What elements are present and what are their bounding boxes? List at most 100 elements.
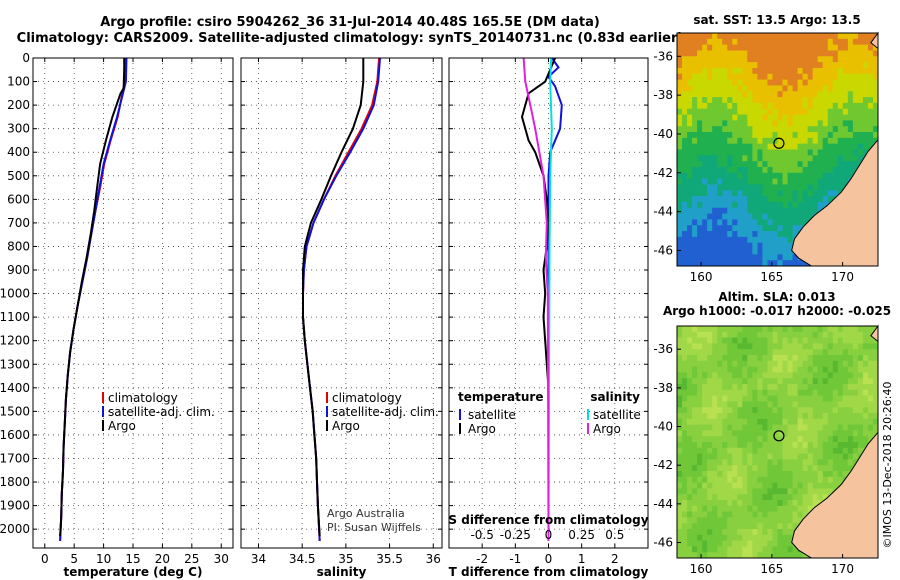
heatmap-cell — [817, 337, 824, 344]
heatmap-cell — [737, 343, 743, 350]
heatmap-cell — [777, 447, 783, 454]
heatmap-cell — [692, 120, 698, 127]
heatmap-cell — [792, 56, 799, 63]
heatmap-cell — [837, 56, 844, 63]
heatmap-cell — [782, 178, 788, 185]
heatmap-cell — [842, 366, 849, 373]
heatmap-cell — [717, 184, 723, 191]
heatmap-cell — [842, 161, 849, 168]
heatmap-cell — [737, 248, 743, 255]
heatmap-cell — [802, 453, 809, 460]
heatmap-cell — [732, 453, 738, 460]
heatmap-cell — [787, 500, 793, 507]
heatmap-cell — [732, 62, 738, 69]
heatmap-cell — [742, 488, 748, 495]
heatmap-cell — [777, 326, 783, 333]
heatmap-cell — [837, 465, 844, 472]
heatmap-cell — [677, 166, 683, 174]
y-tick-label: 200 — [7, 98, 30, 112]
heatmap-cell — [777, 424, 783, 431]
heatmap-cell — [742, 505, 748, 512]
heatmap-cell — [787, 442, 793, 449]
heatmap-cell — [697, 231, 703, 238]
heatmap-cell — [727, 254, 733, 261]
heatmap-cell — [857, 395, 864, 402]
heatmap-cell — [757, 231, 763, 238]
heatmap-cell — [812, 67, 819, 75]
heatmap-cell — [747, 120, 753, 127]
heatmap-cell — [737, 407, 743, 414]
heatmap-cell — [797, 213, 804, 220]
heatmap-cell — [842, 44, 849, 51]
heatmap-cell — [697, 349, 703, 356]
heatmap-cell — [807, 355, 814, 362]
heatmap-cell — [842, 166, 849, 174]
heatmap-cell — [752, 372, 758, 379]
heatmap-cell — [812, 378, 819, 385]
heatmap-cell — [707, 355, 713, 362]
heatmap-cell — [757, 430, 763, 437]
heatmap-cell — [707, 79, 713, 86]
heatmap-cell — [747, 260, 753, 267]
heatmap-cell — [737, 207, 743, 214]
heatmap-cell — [817, 166, 824, 174]
heatmap-cell — [682, 494, 688, 501]
heatmap-cell — [752, 389, 758, 396]
heatmap-cell — [687, 79, 693, 86]
heatmap-cell — [747, 38, 753, 46]
heatmap-cell — [842, 331, 849, 338]
heatmap-cell — [727, 143, 733, 150]
heatmap-cell — [777, 225, 783, 232]
heatmap-cell — [767, 38, 773, 46]
heatmap-cell — [757, 213, 763, 220]
land-new-zealand — [791, 138, 879, 267]
heatmap-cell — [692, 442, 698, 449]
heatmap-cell — [772, 184, 778, 191]
heatmap-cell — [742, 50, 748, 57]
map-title-line1: Altim. SLA: 0.013 — [718, 290, 835, 304]
heatmap-cell — [707, 442, 713, 449]
heatmap-cell — [757, 172, 763, 180]
heatmap-cell — [682, 260, 688, 267]
heatmap-cell — [802, 132, 809, 139]
heatmap-cell — [767, 166, 773, 174]
heatmap-cell — [677, 447, 683, 454]
heatmap-cell — [802, 67, 809, 75]
heatmap-cell — [727, 389, 733, 396]
heatmap-cell — [802, 172, 809, 180]
heatmap-cell — [717, 231, 723, 238]
heatmap-cell — [752, 137, 758, 145]
heatmap-cell — [827, 482, 834, 489]
heatmap-cell — [847, 79, 854, 86]
heatmap-cell — [707, 389, 713, 396]
heatmap-cell — [687, 366, 693, 373]
heatmap-cell — [792, 447, 799, 454]
heatmap-cell — [687, 126, 693, 133]
heatmap-cell — [842, 108, 849, 115]
x-tick-label: 34 — [251, 552, 266, 566]
heatmap-cell — [742, 389, 748, 396]
heatmap-cell — [727, 482, 733, 489]
heatmap-cell — [717, 540, 723, 547]
heatmap-cell — [777, 552, 783, 559]
heatmap-cell — [777, 73, 783, 81]
heatmap-cell — [772, 50, 778, 57]
heatmap-cell — [747, 418, 753, 425]
heatmap-cell — [717, 38, 723, 46]
heatmap-cell — [792, 114, 799, 121]
heatmap-cell — [682, 225, 688, 232]
heatmap-cell — [852, 453, 859, 460]
heatmap-cell — [732, 459, 738, 466]
heatmap-cell — [782, 395, 788, 402]
heatmap-cell — [852, 436, 859, 443]
heatmap-cell — [722, 126, 728, 133]
heatmap-cell — [872, 114, 879, 121]
legend-label: satellite — [593, 408, 641, 422]
heatmap-cell — [707, 523, 713, 530]
heatmap-cell — [812, 407, 819, 414]
heatmap-cell — [797, 372, 804, 379]
heatmap-cell — [752, 482, 758, 489]
heatmap-cell — [782, 552, 788, 559]
heatmap-cell — [712, 395, 718, 402]
heatmap-cell — [727, 430, 733, 437]
